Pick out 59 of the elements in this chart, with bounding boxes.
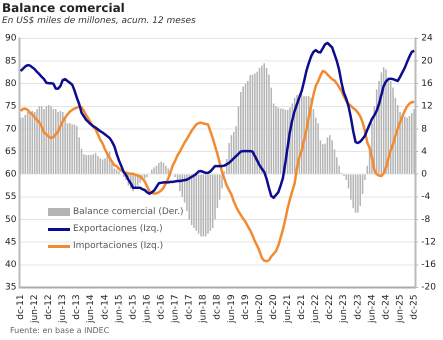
y2-tick-label: 20 [421,56,434,66]
x-tick-label: dc-19 [240,294,251,320]
x-tick-label: jun-12 [30,294,40,324]
y-tick-label: 45 [5,237,16,248]
y-tick-label: 55 [5,192,16,202]
x-tick-label: jun-14 [86,294,96,324]
y2-tick-label: -16 [421,260,436,270]
y2-tick-label: -12 [421,237,436,248]
x-tick-label: dc-13 [72,294,82,320]
source-note: Fuente: en base a INDEC [10,326,110,335]
legend-label: Balance comercial (Der.) [73,207,184,217]
x-tick-label: jun-25 [395,294,406,324]
y-tick-label: 40 [5,260,17,270]
y2-tick-label: 8 [421,124,428,134]
x-tick-label: dc-11 [16,294,26,320]
x-tick-label: jun-15 [114,294,124,324]
x-tick-label: dc-22 [325,294,336,320]
chart-subtitle: En US$ miles de millones, acum. 12 meses [2,16,196,26]
y-tick-label: 50 [5,214,17,225]
y-tick-label: 65 [5,146,16,157]
legend-label: Exportaciones (Izq.) [73,224,163,234]
y-tick-label: 35 [5,282,16,293]
y-tick-label: 80 [5,79,17,90]
x-tick-label: jun-23 [339,294,350,324]
x-tick-label: jun-19 [226,294,237,324]
y-tick-label: 60 [5,170,17,180]
x-tick-label: dc-24 [381,294,392,320]
x-tick-label: jun-22 [311,294,322,324]
x-tick-label: jun-13 [58,294,68,324]
x-tick-label: jun-18 [198,294,209,324]
x-tick-label: dc-14 [100,294,110,320]
x-tick-label: dc-20 [268,294,279,320]
y2-tick-label: 16 [421,79,434,90]
x-tick-label: dc-25 [409,294,420,320]
x-tick-label: dc-15 [128,294,138,320]
chart-title: Balance comercial [2,1,125,15]
y2-tick-label: 12 [421,102,433,112]
y2-tick-label: -4 [421,192,431,202]
x-tick-label: dc-12 [44,294,54,320]
y2-tick-label: -20 [421,282,436,293]
y-tick-label: 70 [5,124,17,134]
y-tick-label: 75 [5,102,16,112]
x-tick-label: dc-21 [297,294,308,320]
x-tick-label: dc-16 [156,294,167,320]
x-tick-label: jun-16 [142,294,152,324]
x-tick-label: jun-20 [254,294,265,324]
y2-tick-label: 4 [421,146,428,157]
x-tick-label: dc-23 [353,294,364,320]
x-tick-label: jun-21 [282,294,293,324]
x-tick-label: jun-24 [367,294,378,324]
y2-tick-label: 24 [421,34,434,44]
y2-tick-label: -8 [421,214,431,225]
x-tick-label: dc-17 [184,294,195,320]
x-tick-label: dc-18 [212,294,223,320]
x-tick-label: jun-17 [170,294,181,324]
legend-label: Importaciones (Izq.) [73,241,164,251]
y2-tick-label: 0 [421,170,428,180]
y-tick-label: 85 [5,56,16,66]
y-tick-label: 90 [5,34,17,44]
